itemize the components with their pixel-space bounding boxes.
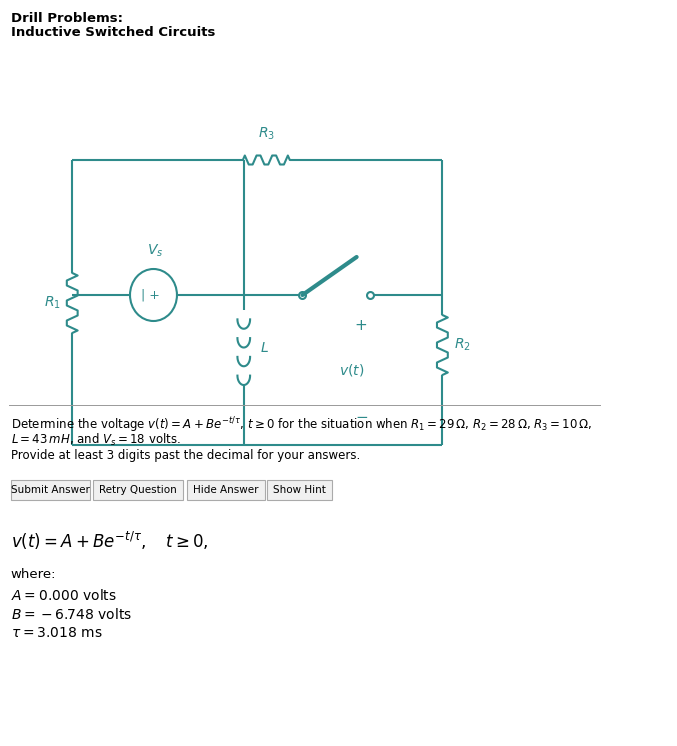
Text: Show Hint: Show Hint [274, 485, 326, 495]
Text: | +: | + [141, 289, 160, 301]
Text: Drill Problems:: Drill Problems: [11, 12, 123, 25]
Text: Provide at least 3 digits past the decimal for your answers.: Provide at least 3 digits past the decim… [11, 449, 360, 462]
Text: Inductive Switched Circuits: Inductive Switched Circuits [11, 26, 215, 39]
Text: $R_2$: $R_2$ [454, 336, 471, 353]
Text: $v(t)$: $v(t)$ [339, 362, 365, 378]
FancyBboxPatch shape [93, 480, 183, 500]
Text: Determine the voltage $v(t) = A + Be^{-t/\tau},\,t \geq 0$ for the situation whe: Determine the voltage $v(t) = A + Be^{-t… [11, 415, 592, 435]
Text: Submit Answer: Submit Answer [11, 485, 90, 495]
Text: where:: where: [11, 568, 56, 581]
Text: Hide Answer: Hide Answer [193, 485, 259, 495]
Text: Retry Question: Retry Question [100, 485, 177, 495]
Text: +: + [355, 318, 368, 333]
Text: $B = -6.748$ volts: $B = -6.748$ volts [11, 607, 132, 622]
Text: $V_s$: $V_s$ [147, 242, 163, 259]
Text: $v(t) = A + Be^{-t/\tau},\quad t \geq 0,$: $v(t) = A + Be^{-t/\tau},\quad t \geq 0,… [11, 530, 209, 552]
Text: $-$: $-$ [355, 407, 368, 422]
FancyBboxPatch shape [187, 480, 265, 500]
FancyBboxPatch shape [11, 480, 90, 500]
Text: $R_3$: $R_3$ [258, 125, 275, 142]
Text: $L = 43\,mH$, and $V_s = 18$ volts.: $L = 43\,mH$, and $V_s = 18$ volts. [11, 432, 181, 448]
Text: $R_1$: $R_1$ [44, 295, 61, 311]
FancyBboxPatch shape [267, 480, 332, 500]
Text: $\tau = 3.018$ ms: $\tau = 3.018$ ms [11, 626, 102, 640]
Text: $L$: $L$ [260, 340, 269, 354]
Text: $A = 0.000$ volts: $A = 0.000$ volts [11, 588, 116, 603]
